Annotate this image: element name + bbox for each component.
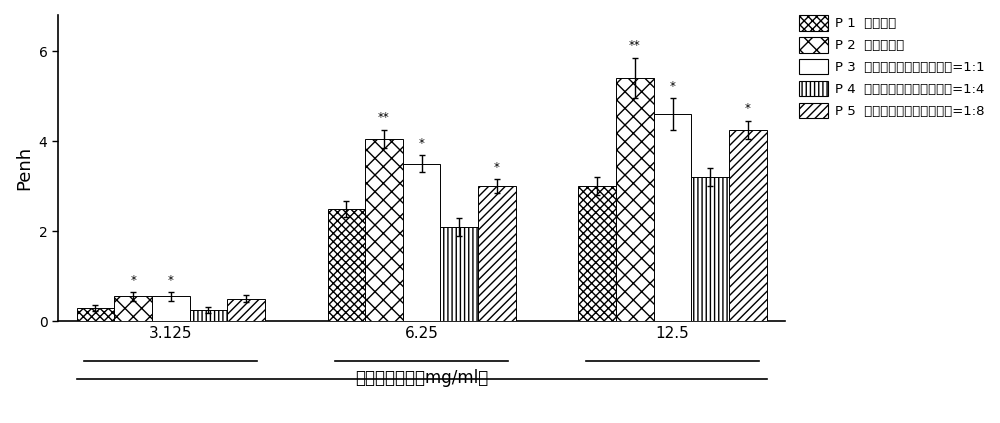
Text: **: ** (629, 39, 641, 52)
Bar (729, 130, 767, 321)
Bar (227, 299, 265, 321)
Bar (114, 297, 152, 321)
Bar (691, 177, 729, 321)
Bar (654, 114, 691, 321)
Text: *: * (670, 80, 675, 93)
Text: *: * (419, 137, 425, 150)
Bar (190, 310, 227, 321)
Text: *: * (494, 161, 500, 174)
Bar (152, 297, 190, 321)
Legend: P 1  生理盐水, P 2  依地酸二钓, P 3  依地酸二钓：葡萄糖酸钓=1:1, P 4  依地酸二钓：葡萄糖酸钓=1:4, P 5  依地酸二钓：葡萄: P 1 生理盐水, P 2 依地酸二钓, P 3 依地酸二钓：葡萄糖酸钓=1:1… (799, 16, 985, 118)
Y-axis label: Penh: Penh (15, 146, 33, 190)
Bar (578, 186, 616, 321)
Bar (365, 139, 403, 321)
Bar (478, 186, 516, 321)
Text: *: * (168, 274, 174, 286)
Text: *: * (745, 102, 751, 115)
Bar (616, 78, 654, 321)
Bar (440, 227, 478, 321)
Text: **: ** (378, 111, 390, 124)
Text: *: * (130, 274, 136, 286)
Bar (403, 164, 440, 321)
Bar (77, 308, 114, 321)
Bar (328, 209, 365, 321)
X-axis label: 乙酰胆碱浓度（mg/ml）: 乙酰胆碱浓度（mg/ml） (355, 369, 488, 387)
